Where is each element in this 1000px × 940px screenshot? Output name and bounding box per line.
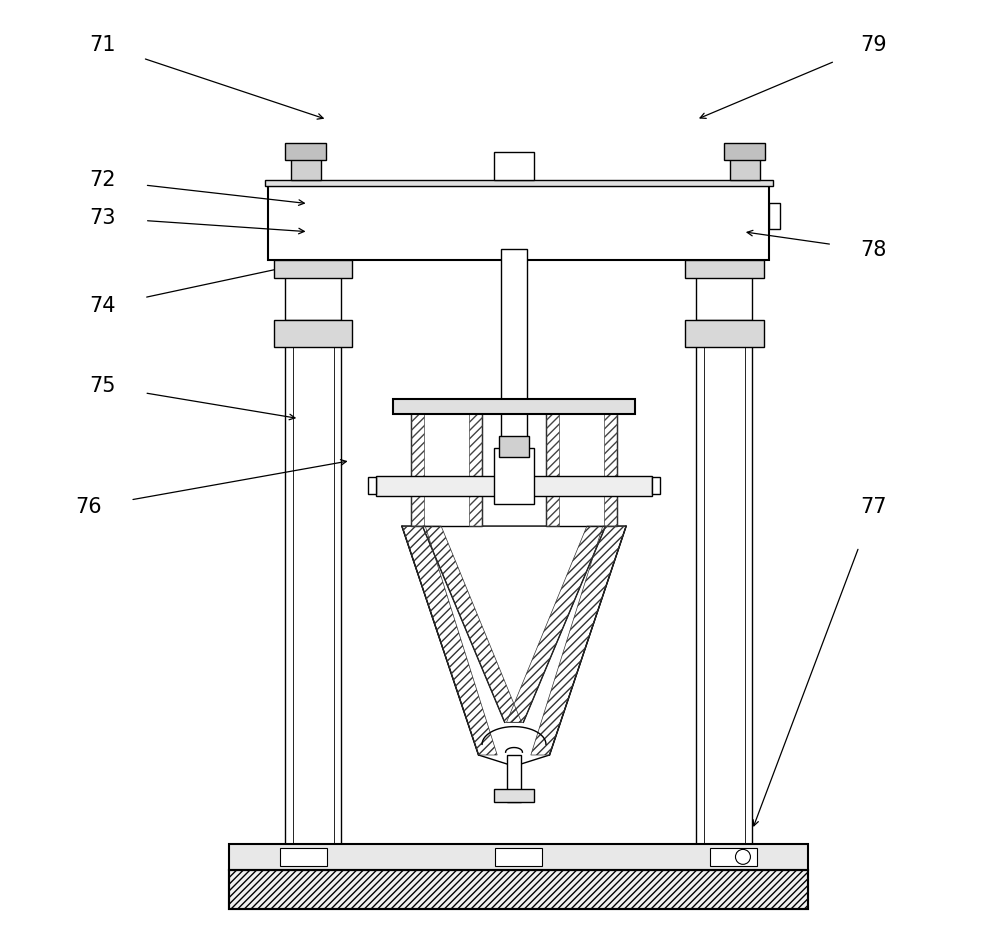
- Polygon shape: [402, 526, 626, 766]
- Bar: [494, 789, 534, 802]
- Bar: [494, 447, 534, 504]
- Text: 75: 75: [90, 376, 116, 396]
- Bar: [730, 154, 760, 180]
- Text: 77: 77: [861, 497, 887, 517]
- Bar: [229, 844, 808, 870]
- Bar: [685, 321, 764, 347]
- Bar: [696, 259, 752, 321]
- Bar: [710, 848, 757, 866]
- Bar: [285, 143, 326, 160]
- Circle shape: [735, 850, 750, 865]
- Bar: [285, 259, 341, 321]
- Bar: [769, 203, 780, 229]
- Bar: [501, 249, 527, 442]
- Bar: [393, 399, 635, 414]
- Bar: [507, 755, 521, 802]
- Bar: [229, 870, 808, 909]
- Text: 79: 79: [860, 35, 887, 55]
- Bar: [495, 848, 542, 866]
- Text: 72: 72: [90, 170, 116, 190]
- Text: 71: 71: [90, 35, 116, 55]
- Bar: [368, 478, 376, 494]
- Bar: [685, 259, 764, 278]
- Text: 78: 78: [861, 241, 887, 260]
- Bar: [499, 436, 529, 457]
- Bar: [291, 154, 321, 180]
- Bar: [696, 321, 752, 844]
- Bar: [494, 152, 534, 180]
- Text: 73: 73: [90, 208, 116, 227]
- Bar: [265, 180, 773, 186]
- Bar: [652, 478, 660, 494]
- Bar: [274, 321, 352, 347]
- Text: 74: 74: [90, 296, 116, 317]
- Bar: [229, 870, 808, 909]
- Bar: [411, 399, 482, 526]
- Bar: [724, 143, 765, 160]
- Text: 76: 76: [76, 497, 102, 517]
- Bar: [268, 186, 769, 259]
- Bar: [376, 476, 652, 496]
- Bar: [274, 259, 352, 278]
- Bar: [285, 321, 341, 844]
- Bar: [546, 399, 617, 526]
- Bar: [280, 848, 327, 866]
